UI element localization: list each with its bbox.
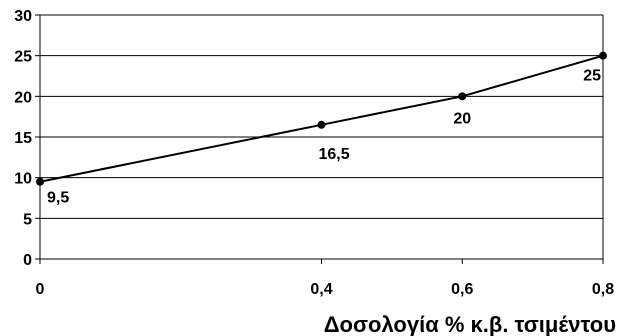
data-label: 25 <box>583 68 601 85</box>
axes <box>35 14 604 264</box>
x-tick-labels: 0 0,4 0,6 0,8 <box>36 281 615 298</box>
y-tick-label: 10 <box>14 171 32 188</box>
y-tick-label: 0 <box>23 252 32 269</box>
x-axis-label: Δοσολογία % κ.β. τσιμέντου <box>324 312 616 336</box>
gridlines <box>40 14 603 260</box>
data-series <box>36 51 607 186</box>
y-tick-label: 5 <box>23 211 32 228</box>
data-point <box>317 120 326 129</box>
data-point <box>36 177 44 186</box>
data-label: 20 <box>453 110 471 127</box>
x-tick-label: 0 <box>36 281 45 298</box>
y-tick-label: 15 <box>14 130 32 147</box>
x-tick-label: 0,8 <box>592 281 614 298</box>
data-point <box>458 92 467 101</box>
data-label: 9,5 <box>47 190 69 207</box>
x-tick-label: 0,6 <box>451 281 473 298</box>
x-tick-label: 0,4 <box>310 281 332 298</box>
data-point <box>599 51 607 60</box>
y-tick-label: 25 <box>14 49 32 66</box>
y-tick-labels: 0 5 10 15 20 25 30 <box>14 8 32 269</box>
y-tick-label: 30 <box>14 8 32 25</box>
series-line <box>39 54 604 183</box>
y-tick-label: 20 <box>14 89 32 106</box>
data-labels: 9,5 16,5 20 25 <box>47 68 601 207</box>
data-label: 16,5 <box>319 146 350 163</box>
